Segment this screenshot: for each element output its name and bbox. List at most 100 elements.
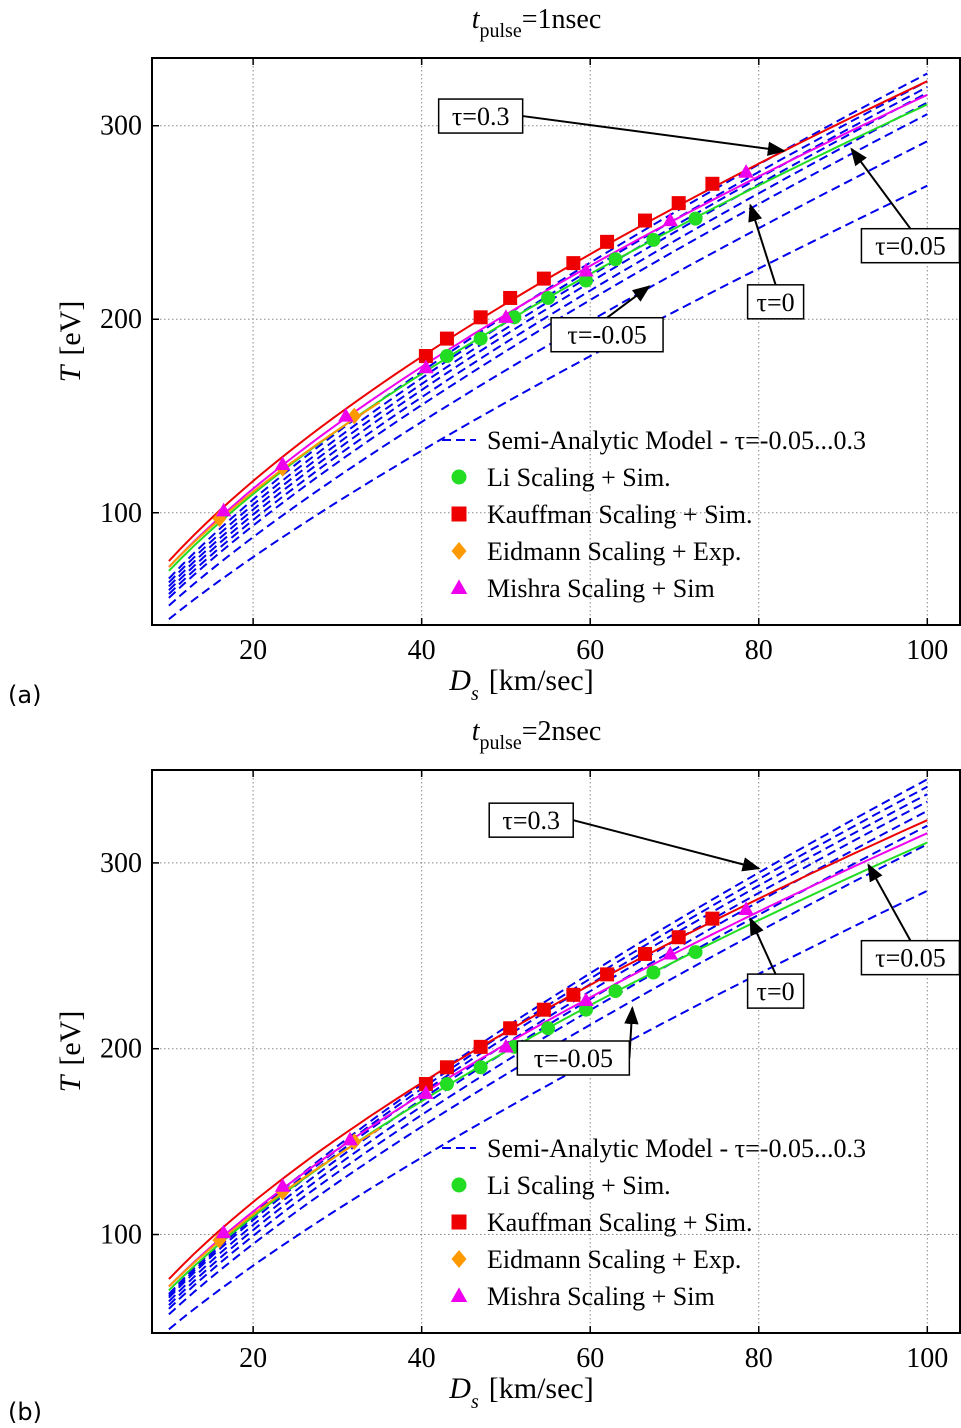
- y-tick-label: 300: [100, 111, 142, 142]
- square-point: [705, 911, 720, 926]
- y-tick-label: 200: [100, 1034, 142, 1065]
- triangle-point: [578, 262, 594, 277]
- x-tick-label: 40: [408, 1343, 436, 1374]
- square-point: [439, 1060, 454, 1075]
- triangle-point: [498, 1038, 514, 1053]
- chart-panel-b: 20 40 60 80 100 100 200 300 τ=0.3 τ=0.05 τ=0 τ=-0.0…: [8, 716, 961, 1426]
- x-tick-label: 20: [239, 635, 267, 666]
- x-tick-label: 40: [408, 635, 436, 666]
- triangle-point: [342, 1131, 358, 1146]
- annotation-box: [860, 227, 961, 264]
- annotation-box: [516, 1040, 631, 1076]
- annotation-arrow: [748, 203, 777, 286]
- legend-label: Eidmann Scaling + Exp.: [487, 537, 741, 566]
- square-point: [536, 1002, 551, 1017]
- circle-point: [646, 965, 661, 980]
- x-tick-label: 80: [745, 635, 773, 666]
- triangle-point: [738, 164, 754, 178]
- annotation-box: [860, 939, 961, 976]
- fit-series-line: [168, 832, 928, 1288]
- square-point: [671, 196, 686, 211]
- x-tick-label: 20: [239, 1343, 267, 1374]
- annotation-box: [746, 284, 805, 320]
- x-tick-label: 100: [906, 635, 948, 666]
- annotation-arrow: [749, 917, 777, 975]
- plot-area: [168, 72, 928, 620]
- annotation-arrow: [522, 115, 786, 156]
- triangle-point: [418, 1085, 434, 1099]
- x-tick-label: 100: [906, 1343, 948, 1374]
- annotation-box: [746, 973, 805, 1009]
- title-rest: =2nsec: [522, 716, 602, 747]
- circle-point: [688, 211, 703, 226]
- x-tick-label: 80: [745, 1343, 773, 1374]
- xlabel-var: D: [448, 1372, 471, 1405]
- xlabel-unit: [km/sec]: [489, 664, 594, 697]
- legend-swatch: [450, 1287, 468, 1302]
- annotation-arrow: [850, 147, 912, 230]
- legend-swatch: [451, 1214, 467, 1230]
- circle-point: [439, 1077, 454, 1092]
- annotation-label: τ=0.3: [502, 806, 560, 835]
- y-tick-label: 200: [100, 304, 142, 335]
- title-sub: pulse: [480, 20, 522, 42]
- circle-point: [688, 945, 703, 960]
- square-point: [637, 946, 652, 961]
- x-tick-label: 60: [576, 1343, 604, 1374]
- legend-label: Mishra Scaling + Sim: [487, 574, 715, 603]
- annotation: τ=0.05: [860, 863, 961, 976]
- chart-panel-a: 20 40 60 80 100 100 200 300 τ=0.3 τ=0.05 τ=0 τ=-0.0…: [8, 4, 961, 709]
- y-axis-label: T [eV]: [54, 301, 87, 383]
- circle-point: [578, 1002, 593, 1017]
- square-point: [637, 213, 652, 228]
- legend-label: Kauffman Scaling + Sim.: [487, 1208, 752, 1237]
- model-series-line: [168, 101, 928, 595]
- model-series-line: [168, 72, 928, 580]
- triangle-point: [215, 1224, 232, 1239]
- ylabel-unit: [eV]: [54, 301, 87, 356]
- xlabel-sub: s: [471, 683, 479, 705]
- diamond-point: [347, 407, 362, 425]
- legend-label: Kauffman Scaling + Sim.: [487, 500, 752, 529]
- annotation: τ=0: [746, 203, 805, 320]
- legend-swatch: [451, 1177, 467, 1193]
- triangle-point: [418, 359, 434, 374]
- annotation-arrow: [606, 285, 651, 319]
- xlabel-unit: [km/sec]: [489, 1372, 594, 1405]
- ylabel-var: T: [54, 1073, 87, 1092]
- circle-point: [541, 1021, 556, 1036]
- title-sub: pulse: [480, 732, 522, 754]
- annotation-label: τ=0.05: [875, 944, 946, 973]
- triangle-point: [578, 992, 594, 1007]
- annotation-arrow: [572, 819, 761, 872]
- square-point: [473, 1039, 488, 1054]
- square-point: [536, 271, 551, 286]
- annotation-label: τ=0.05: [875, 232, 946, 261]
- annotation: τ=-0.05: [550, 285, 664, 353]
- panel-label: (a): [8, 681, 41, 709]
- annotation: τ=0.3: [488, 802, 761, 872]
- circle-point: [608, 252, 623, 267]
- circle-point: [473, 1060, 488, 1075]
- legend-label: Semi-Analytic Model - τ=-0.05...0.3: [487, 1134, 866, 1163]
- square-point: [671, 930, 686, 945]
- panel-label: (b): [8, 1398, 42, 1426]
- square-point: [473, 310, 488, 325]
- ylabel-var: T: [54, 363, 87, 382]
- y-tick-label: 100: [100, 498, 142, 529]
- triangle-point: [662, 945, 678, 960]
- square-point: [503, 290, 518, 305]
- annotation-arrow: [867, 863, 912, 942]
- triangle-point: [215, 502, 232, 517]
- x-axis-label: Ds [km/sec]: [448, 664, 593, 705]
- x-tick-label: 60: [576, 635, 604, 666]
- square-point: [566, 987, 581, 1002]
- annotation-label: τ=-0.05: [567, 321, 646, 350]
- model-series-line: [168, 86, 928, 588]
- triangle-point: [274, 456, 291, 470]
- circle-point: [473, 331, 488, 346]
- annotation-label: τ=-0.05: [534, 1044, 613, 1073]
- circle-point: [608, 984, 623, 999]
- legend-swatch: [451, 1250, 467, 1268]
